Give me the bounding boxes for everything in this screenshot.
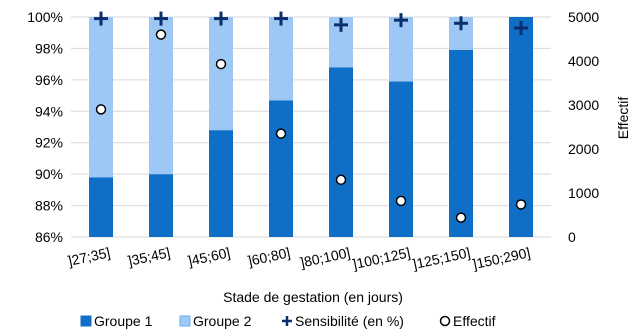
sensibilite-point [154,11,168,26]
y2-axis-ticks: 0 1000 2000 3000 4000 5000 [568,9,599,245]
effectif-point [215,58,227,70]
sensibilite-point [334,17,348,32]
x-tick-label: ]60;80] [246,244,291,269]
gridlines [71,16,551,238]
bar-groupe-1 [329,67,353,238]
y-tick-label: 90% [35,166,63,182]
effectif-point [275,128,287,139]
legend: Groupe 1 Groupe 2 Sensibilité (en %) Effect… [80,313,496,329]
legend-label: Groupe 1 [94,313,153,329]
bar-groupe-2 [269,17,293,101]
y2-tick-label: 1000 [568,185,599,201]
legend-item: Effectif [439,313,496,329]
effectif-point [515,199,527,210]
bar-groupe-2 [389,17,413,82]
y-tick-label: 86% [35,229,63,245]
x-tick-label: ]27;35] [66,244,111,269]
sensibilite-point [94,11,108,26]
y-tick-label: 94% [35,103,63,119]
bar-groupe-1 [449,50,473,237]
y-tick-label: 98% [35,40,63,56]
x-tick-label: ]125;150] [411,244,471,272]
y-axis-ticks: 86% 88% 90% 92% 94% 96% 98% 100% [27,9,63,245]
x-tick-label: ]150;290] [471,244,531,272]
legend-item: Groupe 2 [179,313,252,329]
y-tick-label: 96% [35,72,63,88]
effectif-point [395,195,407,207]
sensibilite-point [454,16,468,31]
bar-groupe-1 [89,177,113,237]
sensibilite-point [274,11,288,26]
effectif-point [95,104,107,115]
legend-label: Effectif [453,313,496,329]
legend-label: Sensibilité (en %) [295,313,404,329]
sensibilite-point [394,13,408,28]
legend-circle-marker [439,315,451,327]
bar-groupe-2 [209,17,233,131]
sensibilite-point [514,21,528,35]
x-tick-label: ]100;125] [351,244,411,272]
y2-tick-label: 4000 [568,53,599,69]
y2-axis-title: Effectif [615,97,629,140]
y2-tick-label: 0 [568,229,576,245]
x-axis-title: Stade de gestation (en jours) [223,289,403,305]
y2-tick-label: 3000 [568,97,599,113]
y-tick-label: 92% [35,135,63,151]
sensibilite-point [214,11,228,26]
y2-tick-label: 5000 [568,9,599,25]
bar-groupe-1 [389,81,413,237]
x-tick-label: ]45;60] [186,244,231,269]
effectif-point [455,212,467,223]
legend-swatch [80,315,92,327]
bar-groupe-1 [209,130,233,237]
x-axis-ticks: ]27;35] ]35;45] ]45;60] ]60;80] ]80;100]]100… [66,244,531,272]
bar-groupe-2 [89,17,113,178]
effectif-point [335,174,347,186]
legend-item: Groupe 1 [80,313,153,329]
y2-tick-label: 2000 [568,141,599,157]
markers [94,11,528,223]
x-tick-label: ]80;100] [299,244,352,270]
bar-groupe-2 [149,17,173,175]
bars [89,17,533,238]
legend-label: Groupe 2 [193,313,252,329]
bar-groupe-1 [269,100,293,238]
effectif-point [155,29,167,40]
bar-groupe-1 [149,174,173,237]
x-tick-label: ]35;45] [126,244,171,269]
legend-swatch [179,315,191,327]
legend-item: Sensibilité (en %) [282,313,404,329]
y-tick-label: 88% [35,198,63,214]
y-tick-label: 100% [27,9,63,25]
